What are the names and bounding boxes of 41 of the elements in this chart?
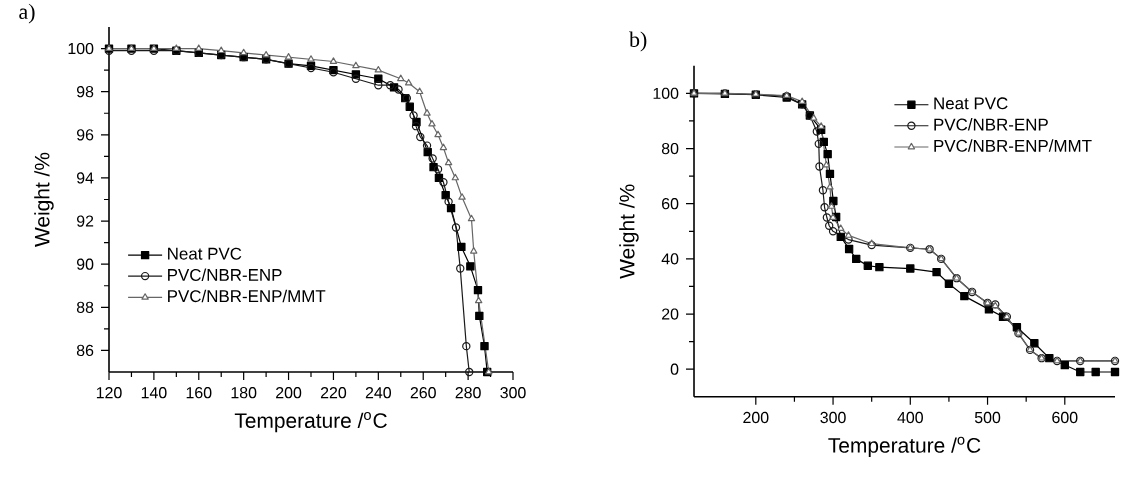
y-axis-title: Weight /% (619, 184, 639, 279)
y-tick-label: 80 (661, 142, 679, 155)
y-tick-label: 100 (68, 42, 94, 55)
x-axis-title: Temperature /$^{o}$C (234, 412, 387, 433)
y-tick-label: 90 (76, 258, 94, 270)
y-tick-label: 86 (76, 344, 94, 357)
legend-label: PVC/NBR-ENP/MMT (934, 139, 1092, 152)
y-tick-label: 0 (670, 363, 679, 375)
chart-title: a) (19, 3, 35, 24)
y-axis-title: Weight /% (34, 152, 54, 247)
x-tick-label: 160 (186, 387, 212, 399)
legend-label: Neat PVC (168, 247, 242, 260)
x-tick-label: 240 (365, 387, 392, 399)
y-tick-label: 100 (653, 87, 679, 100)
legend-label: PVC/NBR-ENP (168, 268, 282, 281)
y-tick-label: 96 (76, 129, 94, 141)
x-tick-label: 600 (1052, 411, 1078, 424)
x-tick-label: 300 (820, 411, 846, 424)
x-tick-label: 400 (897, 411, 923, 424)
y-tick-label: 20 (662, 308, 679, 320)
y-tick-label: 40 (661, 253, 679, 265)
x-tick-label: 180 (231, 387, 257, 399)
x-tick-label: 260 (410, 387, 436, 399)
chart-title: b) (629, 31, 647, 52)
x-tick-label: 120 (96, 387, 122, 399)
x-tick-label: 140 (141, 387, 167, 399)
y-tick-label: 88 (76, 301, 94, 313)
y-tick-label: 98 (76, 86, 94, 98)
x-axis-title: Temperature /$^{o}$C (828, 436, 981, 457)
x-tick-label: 280 (455, 387, 481, 399)
legend-label: PVC/NBR-ENP (934, 118, 1048, 131)
x-tick-label: 200 (276, 387, 302, 399)
legend-label: PVC/NBR-ENP/MMT (168, 289, 326, 303)
x-tick-label: 200 (743, 411, 769, 424)
x-tick-label: 500 (974, 411, 1001, 424)
legend-label: Neat PVC (934, 97, 1008, 110)
y-tick-label: 94 (76, 172, 94, 184)
y-tick-label: 60 (662, 198, 679, 210)
x-tick-label: 220 (320, 387, 347, 399)
x-tick-label: 300 (500, 387, 526, 399)
y-tick-label: 92 (76, 215, 94, 227)
